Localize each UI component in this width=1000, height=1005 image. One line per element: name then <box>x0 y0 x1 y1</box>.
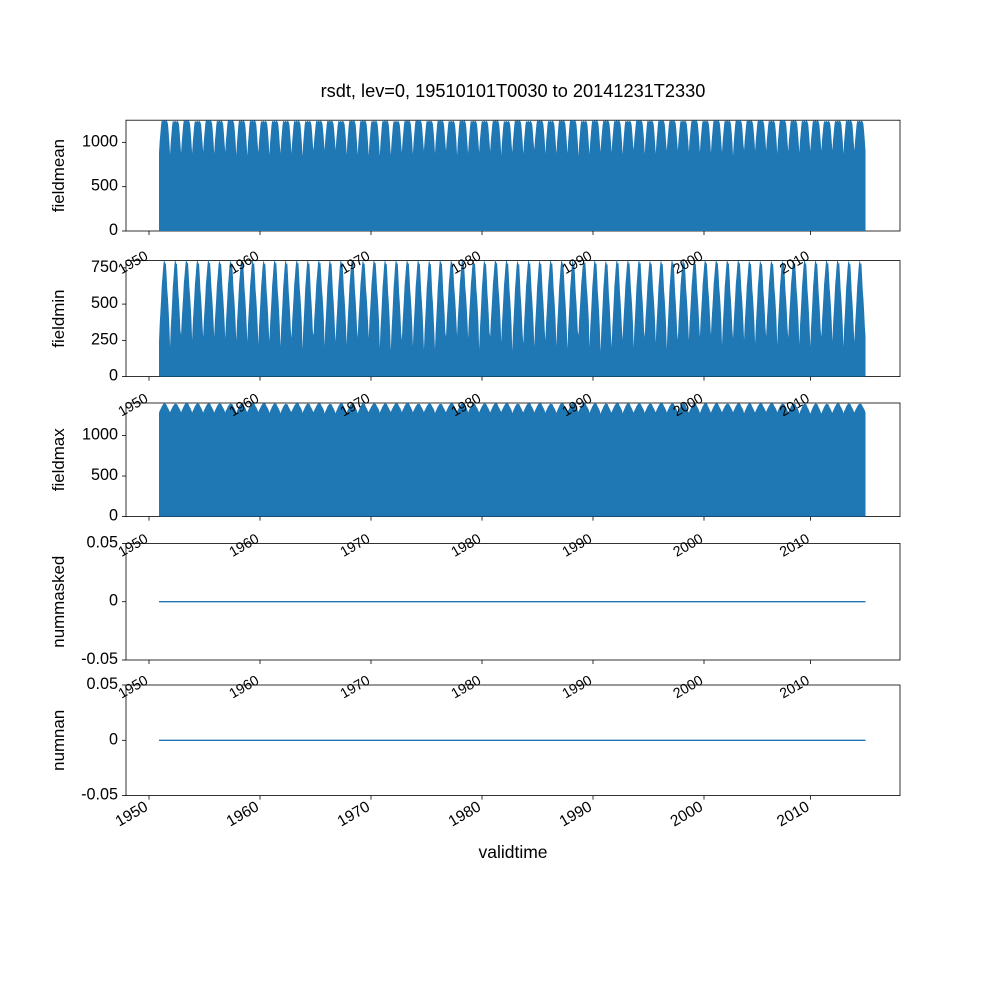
svg-text:500: 500 <box>91 294 118 312</box>
svg-text:500: 500 <box>91 466 118 484</box>
svg-text:500: 500 <box>91 177 118 195</box>
svg-text:fieldmax: fieldmax <box>49 428 68 491</box>
svg-text:rsdt, lev=0, 19510101T0030 to: rsdt, lev=0, 19510101T0030 to 20141231T2… <box>321 81 706 101</box>
svg-text:0.05: 0.05 <box>86 533 118 551</box>
svg-text:750: 750 <box>91 258 118 276</box>
svg-text:0: 0 <box>109 730 118 748</box>
svg-text:nummasked: nummasked <box>49 556 68 648</box>
svg-text:fieldmean: fieldmean <box>49 139 68 212</box>
svg-text:0: 0 <box>109 221 118 239</box>
svg-text:0: 0 <box>109 507 118 525</box>
svg-text:0: 0 <box>109 367 118 385</box>
svg-text:0: 0 <box>109 592 118 610</box>
svg-text:-0.05: -0.05 <box>81 786 118 804</box>
svg-text:validtime: validtime <box>478 842 547 862</box>
svg-text:1000: 1000 <box>82 132 118 150</box>
svg-text:250: 250 <box>91 330 118 348</box>
svg-text:1000: 1000 <box>82 425 118 443</box>
svg-text:fieldmin: fieldmin <box>49 289 68 347</box>
svg-text:0.05: 0.05 <box>86 675 118 693</box>
svg-text:-0.05: -0.05 <box>81 650 118 668</box>
svg-text:numnan: numnan <box>49 710 68 771</box>
